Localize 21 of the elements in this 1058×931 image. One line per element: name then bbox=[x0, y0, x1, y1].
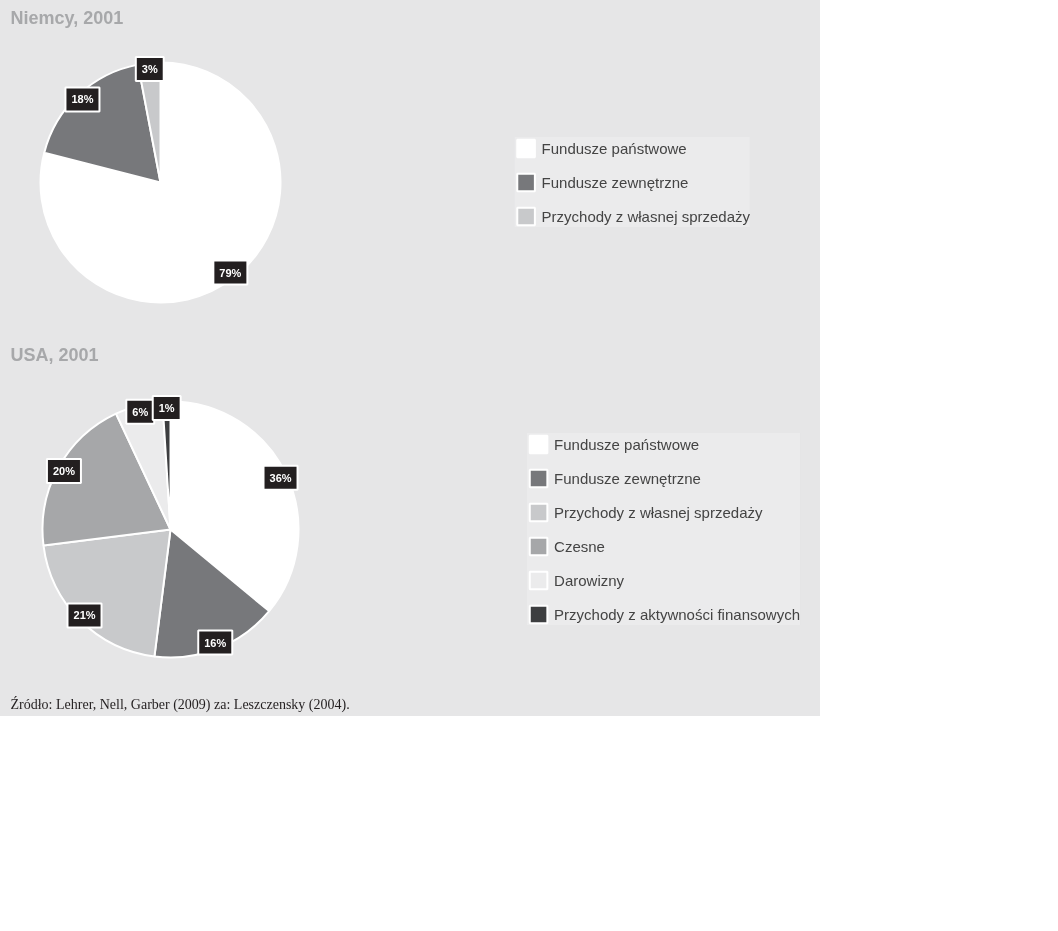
data-label: 1% bbox=[158, 401, 175, 414]
legend-label: Fundusze zewnętrzne bbox=[541, 173, 689, 191]
data-label: 18% bbox=[71, 93, 94, 106]
legend-label: Fundusze państwowe bbox=[554, 435, 700, 453]
legend-label: Przychody z aktywności finansowych bbox=[554, 605, 800, 623]
data-label: 3% bbox=[141, 63, 158, 76]
data-label: 20% bbox=[52, 464, 76, 477]
legend-label: Przychody z własnej sprzedaży bbox=[554, 503, 763, 521]
legend-label: Przychody z własnej sprzedaży bbox=[541, 207, 750, 225]
legend-label: Darowizny bbox=[554, 571, 625, 589]
legend-label: Czesne bbox=[554, 537, 605, 555]
legend-label: Fundusze państwowe bbox=[541, 139, 687, 157]
text: Źródło: Lehrer, Nell, Garber (2009) za: Leszczensky (2004). bbox=[10, 695, 350, 713]
chart-title: USA, 2001 bbox=[10, 344, 99, 365]
data-label: 36% bbox=[269, 471, 292, 484]
data-label: 16% bbox=[204, 636, 227, 649]
legend-label: Fundusze zewnętrzne bbox=[554, 469, 701, 487]
data-label: 21% bbox=[73, 609, 96, 622]
data-label: 6% bbox=[132, 405, 149, 418]
chart-title: Niemcy, 2001 bbox=[10, 7, 124, 28]
data-label: 79% bbox=[219, 266, 242, 279]
